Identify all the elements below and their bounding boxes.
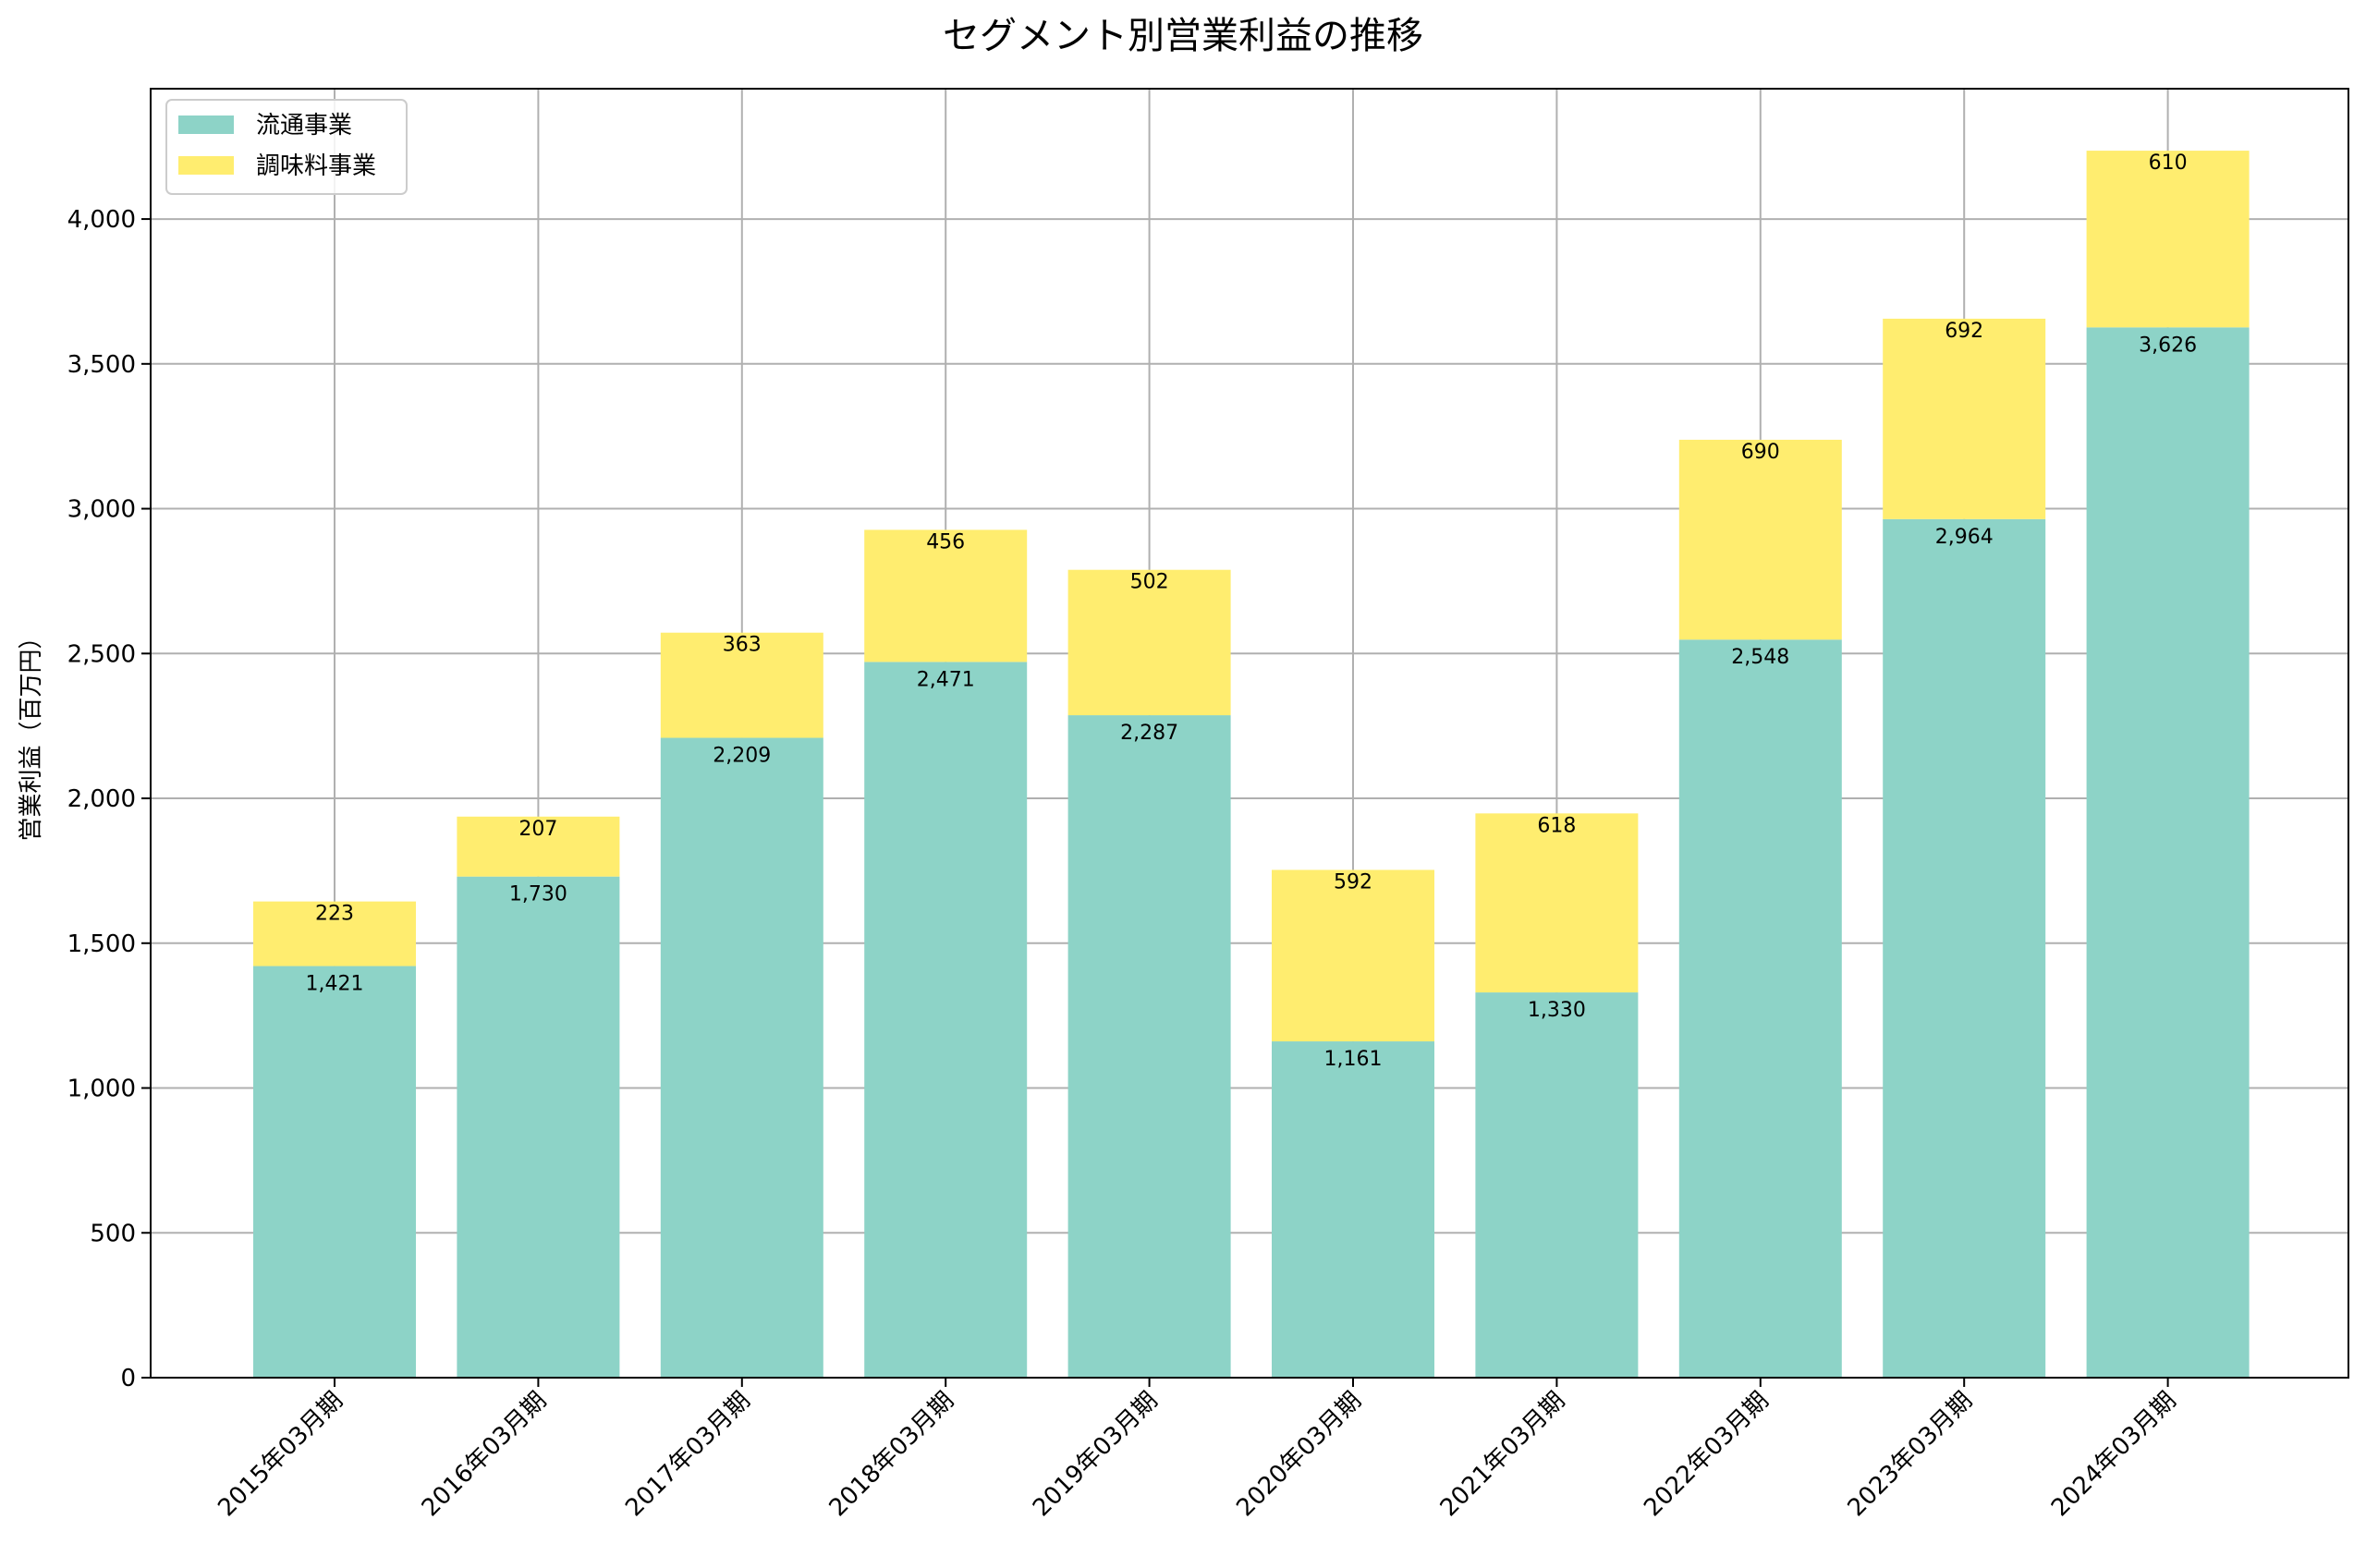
- bar-distribution-0: [253, 966, 416, 1378]
- data-labels: 1,421 223 1,730 207 2,209 363 2,471 456 2,287 502…: [306, 152, 2198, 1071]
- data-label-distribution-4: 2,287: [1120, 722, 1178, 745]
- y-tick-label: 0: [120, 1365, 136, 1392]
- bar-seasoning-4: [1067, 569, 1231, 716]
- bars: [253, 151, 2250, 1379]
- bar-seasoning-8: [1883, 318, 2046, 519]
- x-tick-label: 2020年03月期: [1231, 1387, 1367, 1523]
- legend-label: 流通事業: [256, 112, 352, 140]
- data-label-seasoning-6: 618: [1537, 814, 1576, 837]
- data-label-distribution-3: 2,471: [917, 668, 975, 691]
- x-tick-label: 2022年03月期: [1639, 1387, 1774, 1523]
- x-tick-label: 2021年03月期: [1435, 1387, 1571, 1523]
- y-tick-label: 4,000: [67, 206, 136, 234]
- data-label-seasoning-2: 363: [723, 634, 762, 657]
- data-label-distribution-5: 1,161: [1324, 1048, 1383, 1071]
- bar-seasoning-7: [1678, 439, 1842, 640]
- data-label-seasoning-5: 592: [1334, 870, 1372, 893]
- x-tick-label: 2016年03月期: [417, 1387, 553, 1523]
- bar-seasoning-1: [457, 816, 620, 877]
- data-label-distribution-6: 1,330: [1528, 999, 1586, 1022]
- bar-seasoning-0: [253, 901, 416, 966]
- bar-distribution-5: [1272, 1041, 1434, 1378]
- data-label-distribution-0: 1,421: [306, 973, 364, 996]
- legend-swatch: [178, 115, 234, 134]
- bar-distribution-3: [864, 662, 1028, 1378]
- bar-seasoning-5: [1272, 869, 1434, 1042]
- legend-swatch: [178, 156, 234, 175]
- data-label-distribution-8: 2,964: [1935, 526, 1994, 549]
- data-label-distribution-1: 1,730: [509, 883, 567, 906]
- x-tick-label: 2019年03月期: [1028, 1387, 1164, 1523]
- y-tick-label: 2,000: [67, 785, 136, 813]
- x-tick-label: 2017年03月期: [620, 1387, 756, 1523]
- bar-seasoning-6: [1475, 813, 1639, 993]
- bar-seasoning-9: [2086, 151, 2250, 328]
- y-tick-label: 2,500: [67, 640, 136, 668]
- bar-seasoning-2: [660, 632, 823, 738]
- data-label-seasoning-9: 610: [2149, 152, 2188, 175]
- data-label-distribution-2: 2,209: [713, 745, 771, 768]
- data-label-seasoning-8: 692: [1945, 320, 1983, 343]
- bar-distribution-7: [1678, 639, 1842, 1378]
- bar-distribution-2: [660, 737, 823, 1378]
- data-label-seasoning-0: 223: [315, 903, 354, 926]
- data-label-seasoning-1: 207: [518, 818, 557, 841]
- bar-distribution-1: [457, 876, 620, 1378]
- x-tick-label: 2023年03月期: [1843, 1387, 1979, 1523]
- bar-distribution-4: [1067, 715, 1231, 1378]
- y-axis-label: 営業利益（百万円）: [18, 625, 45, 841]
- data-label-seasoning-3: 456: [926, 530, 965, 553]
- data-label-seasoning-7: 690: [1741, 441, 1780, 464]
- y-tick-label: 1,000: [67, 1076, 136, 1103]
- data-label-distribution-7: 2,548: [1731, 646, 1789, 669]
- x-tick-label: 2024年03月期: [2046, 1387, 2182, 1523]
- bar-distribution-8: [1883, 518, 2046, 1378]
- legend-label: 調味料事業: [256, 152, 376, 180]
- y-tick-label: 1,500: [67, 930, 136, 958]
- y-tick-label: 500: [90, 1220, 136, 1247]
- y-tick-label: 3,000: [67, 496, 136, 524]
- bar-distribution-9: [2086, 327, 2250, 1379]
- y-tick-label: 3,500: [67, 351, 136, 379]
- x-tick-label: 2015年03月期: [213, 1387, 348, 1523]
- plot-frame: [150, 88, 2349, 1379]
- data-label-seasoning-4: 502: [1130, 571, 1169, 594]
- x-tick-label: 2018年03月期: [824, 1387, 960, 1523]
- bar-seasoning-3: [864, 529, 1028, 662]
- bar-distribution-6: [1475, 992, 1639, 1378]
- data-label-distribution-9: 3,626: [2139, 334, 2197, 357]
- chart-title: セグメント別営業利益の推移: [943, 15, 1423, 57]
